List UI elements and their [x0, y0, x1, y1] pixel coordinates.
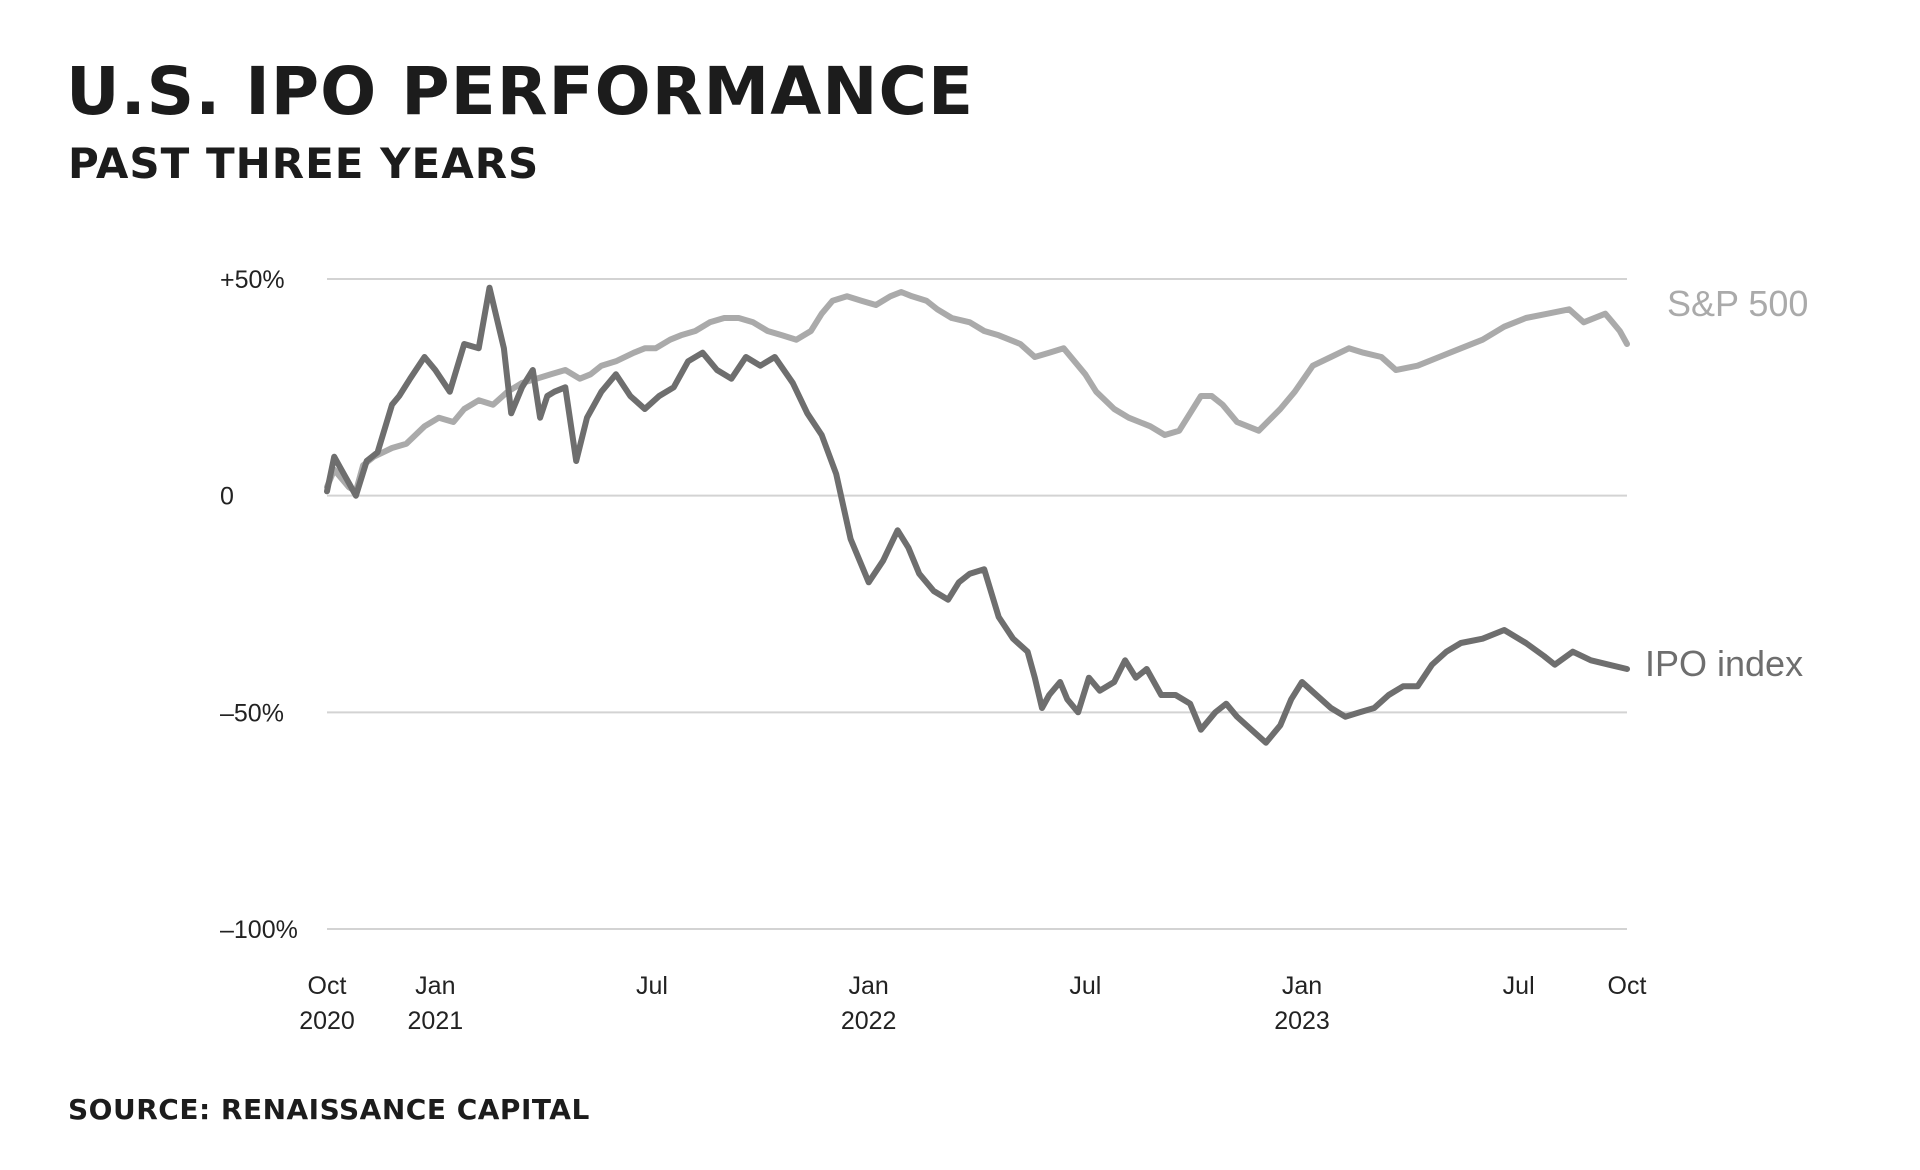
y-tick-label: +50% — [220, 266, 285, 294]
series-labels: S&P 500 IPO index — [1645, 283, 1808, 684]
source-note: Source: Renaissance Capital — [68, 1093, 590, 1126]
x-tick-year-label: 2023 — [1274, 1007, 1330, 1035]
x-tick-year-label: 2021 — [408, 1007, 464, 1035]
grid-lines — [327, 278, 1627, 930]
x-tick-year-label: 2022 — [841, 1007, 897, 1035]
x-tick-label: Jul — [636, 972, 668, 1000]
chart-subtitle: Past three years — [68, 139, 540, 188]
series-label-0: S&P 500 — [1667, 283, 1808, 324]
chart-title: U.S. IPO Performance — [66, 53, 975, 130]
x-tick-label: Jan — [1282, 972, 1322, 1000]
x-tick-label: Jan — [849, 972, 889, 1000]
x-axis-tick-labels: Oct 2020 Jan 2021 Jul Jan 2022 Jul Jan 2023 Jul Oct — [299, 972, 1646, 1035]
x-tick-label: Jul — [1069, 972, 1101, 1000]
series-lines — [324, 284, 1630, 746]
x-tick-label: Oct — [308, 972, 347, 1000]
series-label-1: IPO index — [1645, 643, 1803, 684]
x-tick-label: Oct — [1608, 972, 1647, 1000]
line-chart: +50% 0 –50% –100% Oct 2020 Jan 2021 Jul Jan 2022 J… — [220, 266, 1808, 1035]
y-tick-label: 0 — [220, 483, 234, 511]
y-axis-tick-labels: +50% 0 –50% –100% — [220, 266, 298, 944]
x-tick-label: Jan — [415, 972, 455, 1000]
x-tick-label: Jul — [1503, 972, 1535, 1000]
y-tick-label: –50% — [220, 699, 284, 727]
y-tick-label: –100% — [220, 916, 298, 944]
x-tick-year-label: 2020 — [299, 1007, 355, 1035]
series-line-1 — [324, 284, 1630, 746]
